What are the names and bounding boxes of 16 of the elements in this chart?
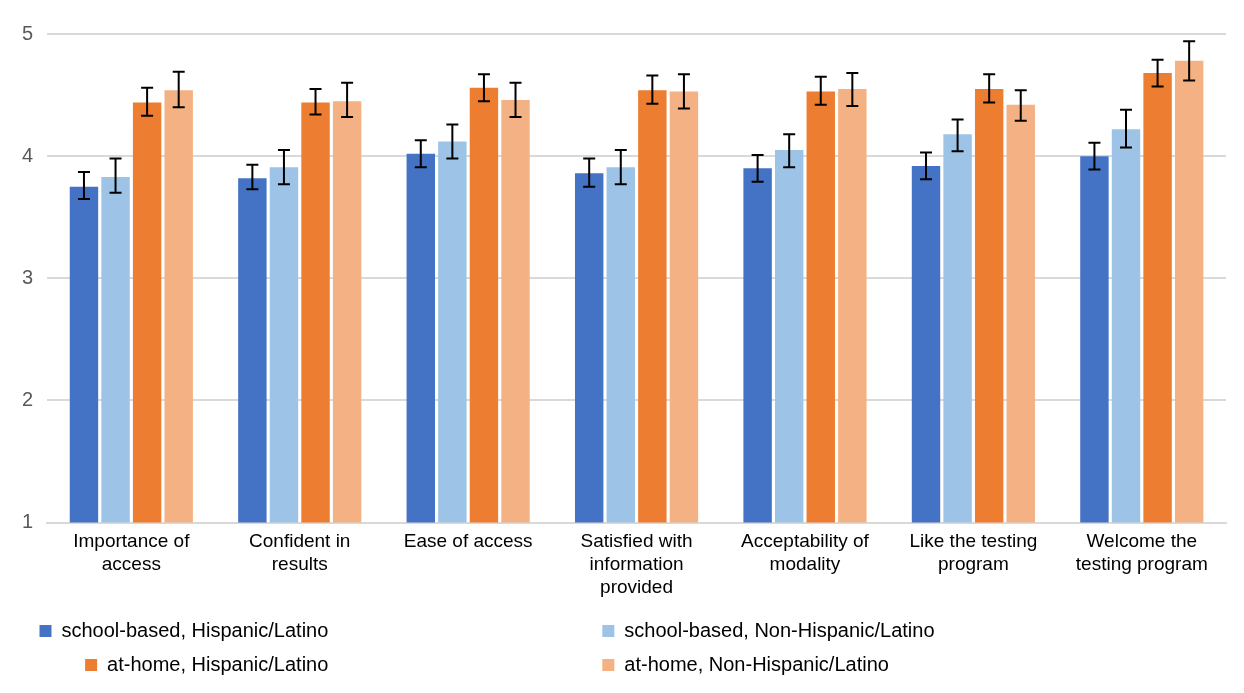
y-tick-label: 1 [22, 510, 34, 533]
x-tick-label: Welcome the testing program [1075, 530, 1208, 575]
y-tick-label: 2 [22, 387, 34, 410]
y-tick-label: 4 [22, 143, 34, 166]
x-tick-label: Confident in results [249, 530, 351, 575]
x-tick-label: Acceptability of modality [741, 530, 870, 575]
x-tick-label: Importance of access [73, 530, 191, 575]
x-tick-label: Ease of access [403, 530, 533, 552]
y-tick-label: 5 [22, 21, 34, 44]
legend-label: at-home, Non-Hispanic/Latino [624, 652, 1149, 675]
x-tick-label: Like the testing program [909, 530, 1038, 575]
legend-label: school-based, Hispanic/Latino [61, 618, 589, 641]
legend-label: school-based, Non-Hispanic/Latino [624, 618, 1195, 641]
x-tick-label: Satisfied with information provided [580, 530, 693, 597]
legend-label: at-home, Hispanic/Latino [107, 652, 589, 675]
y-tick-label: 3 [22, 265, 34, 288]
